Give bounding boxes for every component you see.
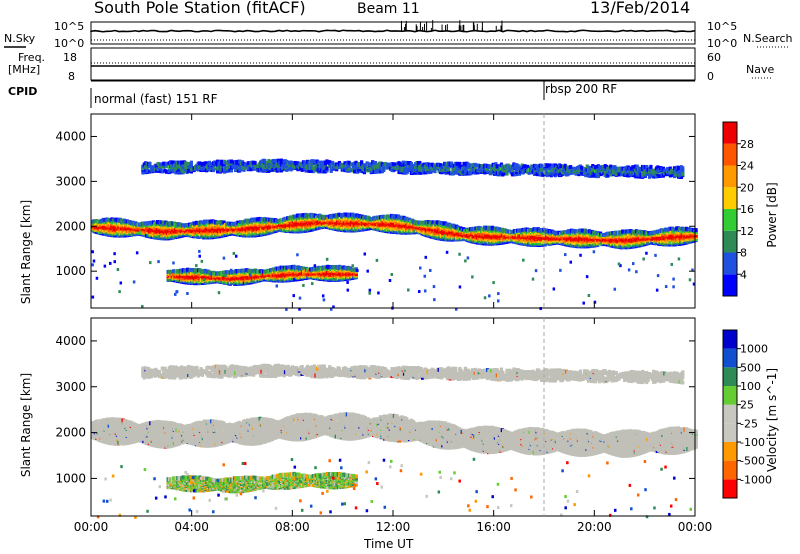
x-axis-title: Time UT — [364, 537, 413, 551]
station-title: South Pole Station (fitACF) — [94, 0, 306, 17]
sky-tick-high: 10^5 — [54, 20, 84, 33]
sky-tick-low: 10^0 — [54, 37, 84, 50]
sky-panel-frame — [90, 21, 696, 45]
n-search-label: N.Search — [743, 32, 793, 45]
n-sky-label: N.Sky — [4, 32, 35, 45]
power-heatmap — [91, 158, 698, 311]
cpid-mode-2: rbsp 200 RF — [545, 82, 617, 96]
search-tick-high: 10^5 — [707, 20, 737, 33]
cpid-mode-1: normal (fast) 151 RF — [94, 92, 218, 106]
freq-label: Freq. — [18, 51, 45, 64]
search-tick-low: 10^0 — [707, 37, 737, 50]
nave-label: Nave — [746, 63, 774, 76]
power-cell — [222, 220, 226, 225]
beam-label: Beam 11 — [357, 1, 420, 17]
freq-panel-frame — [90, 47, 696, 81]
nave-tick-low: 0 — [707, 70, 714, 83]
nave-tick-high: 60 — [707, 51, 721, 64]
freq-unit-label: [MHz] — [8, 63, 40, 76]
cpid-label: CPID — [8, 85, 37, 98]
date-label: 13/Feb/2014 — [590, 0, 690, 17]
freq-tick-low: 8 — [68, 70, 75, 83]
n-sky-line — [90, 29, 696, 33]
freq-tick-high: 18 — [63, 51, 77, 64]
